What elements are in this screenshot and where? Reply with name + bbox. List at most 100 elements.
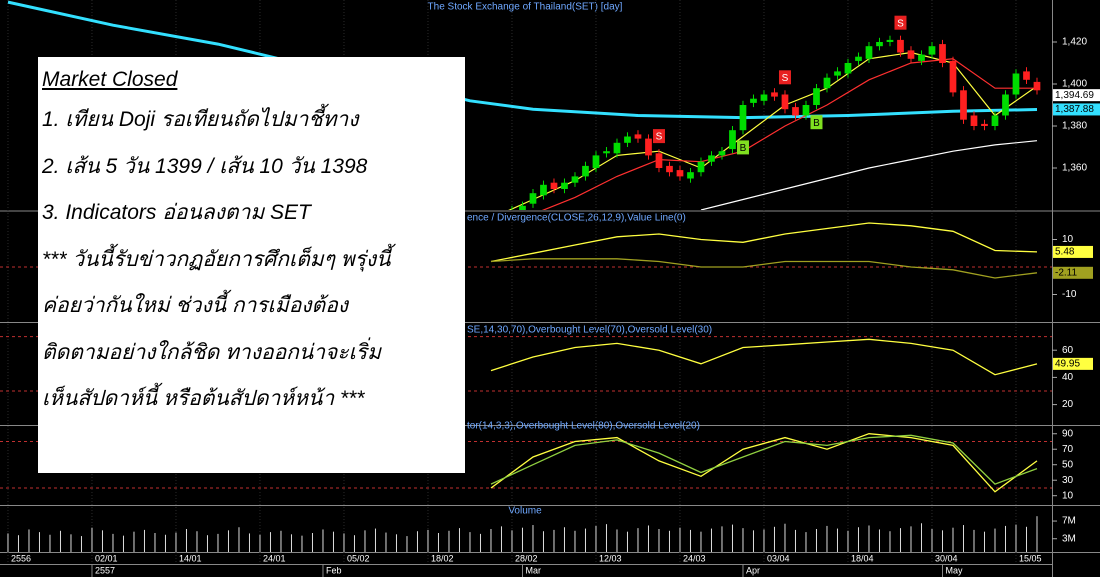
value-badge-label: 5.48 <box>1055 247 1075 258</box>
signal-marker <box>810 115 823 130</box>
panel-title: SE,14,30,70),Overbought Level(70),Overso… <box>467 325 712 336</box>
month-label: May <box>945 565 963 575</box>
candle-body <box>739 105 747 131</box>
candle-body <box>865 46 873 59</box>
panel-title: tor(14,3,3),Overbought Level(80),Oversol… <box>467 421 700 432</box>
signal-label: B <box>813 118 820 129</box>
candle-body <box>750 98 757 103</box>
candle-body <box>718 151 726 156</box>
candle-body <box>582 165 589 177</box>
x-tick-label: 15/05 <box>1019 553 1042 563</box>
panel-title: ence / Divergence(CLOSE,26,12,9),Value L… <box>467 213 686 224</box>
note-box: Market Closed 1. เทียน Doji รอเทียนถัดไป… <box>38 57 465 473</box>
y-tick-label: 20 <box>1062 399 1074 410</box>
indicator-line <box>541 58 1037 210</box>
candle-body <box>813 88 820 105</box>
y-tick-label: 50 <box>1062 459 1074 470</box>
candle-body <box>897 39 904 53</box>
candle-body <box>760 94 768 101</box>
y-tick-label: 10 <box>1062 234 1074 245</box>
y-tick-label: 1,400 <box>1062 79 1087 90</box>
candle-body <box>634 134 642 139</box>
month-label: 2557 <box>95 565 115 575</box>
value-badge-label: -2.11 <box>1055 267 1077 278</box>
x-tick-label: 05/02 <box>347 553 370 563</box>
candle-body <box>676 170 684 177</box>
indicator-line <box>490 434 1038 485</box>
candle-body <box>1023 71 1030 80</box>
candle-body <box>771 92 778 97</box>
y-tick-label: 30 <box>1062 475 1074 486</box>
month-label: Feb <box>326 565 342 575</box>
price-badge-label: 1,387.88 <box>1055 104 1094 115</box>
signal-marker <box>894 15 907 30</box>
price-badge <box>1053 103 1100 116</box>
y-tick-label: 1,380 <box>1062 121 1087 132</box>
value-badge-label: 49.95 <box>1055 359 1080 370</box>
candle-body <box>781 94 789 110</box>
candle-body <box>918 54 925 61</box>
note-line: เห็นสัปดาห์นี้ หรือต้นสัปดาห์หน้า *** <box>42 387 365 410</box>
indicator-line <box>700 140 1038 210</box>
candle-body <box>960 90 967 120</box>
candle-body <box>645 138 652 156</box>
signal-marker <box>736 140 749 155</box>
y-tick-label: 60 <box>1062 345 1074 356</box>
x-tick-label: 18/02 <box>431 553 454 563</box>
panel <box>490 433 1038 493</box>
candle-body <box>928 46 936 55</box>
month-label: Apr <box>746 565 760 575</box>
y-tick-label: 3M <box>1062 533 1076 544</box>
note-line: *** วันนี้รับข่าวกฏอัยการศึกเต็มๆ พรุ่งน… <box>42 247 391 271</box>
price-badge <box>1053 89 1100 102</box>
candle-body <box>561 182 568 189</box>
panel <box>7 516 1038 552</box>
candle-body <box>876 42 883 47</box>
x-tick-label: 30/04 <box>935 553 958 563</box>
candle-body <box>792 107 799 116</box>
candle-body <box>834 71 841 76</box>
indicator-line <box>508 51 1038 210</box>
signal-label: S <box>656 132 663 143</box>
candle-body <box>467 225 474 229</box>
candle-body <box>981 123 988 126</box>
x-tick-label: 18/04 <box>851 553 874 563</box>
signal-label: B <box>740 143 747 154</box>
y-tick-label: 7M <box>1062 516 1076 527</box>
x-tick-label: 02/01 <box>95 553 118 563</box>
candle-body <box>939 44 946 63</box>
candle-body <box>802 105 810 116</box>
month-label: Mar <box>525 565 541 575</box>
signal-label: S <box>782 73 789 84</box>
y-tick-label: 90 <box>1062 428 1074 439</box>
y-tick-label: 1,360 <box>1062 163 1087 174</box>
note-heading: Market Closed <box>42 68 178 91</box>
candle-body <box>529 193 537 204</box>
y-tick-label: 10 <box>1062 490 1074 501</box>
note-line: 3. Indicators อ่อนลงตาม SET <box>42 201 311 224</box>
candle-body <box>613 142 621 154</box>
candle-body <box>729 130 736 150</box>
x-tick-label: 24/01 <box>263 553 286 563</box>
candle-body <box>519 205 526 210</box>
candle-body <box>844 63 852 74</box>
candle-body <box>624 136 631 143</box>
candle-body <box>970 115 978 126</box>
chart-title: The Stock Exchange of Thailand(SET) [day… <box>428 2 623 13</box>
y-tick-label: 40 <box>1062 372 1074 383</box>
price-badge-label: 1,394.69 <box>1055 90 1094 101</box>
y-tick-label: 70 <box>1062 444 1074 455</box>
candle-body <box>655 153 663 168</box>
candle-body <box>708 155 715 162</box>
value-badge <box>1053 266 1093 279</box>
candle-body <box>603 151 610 154</box>
x-tick-label: 03/04 <box>767 553 790 563</box>
x-tick-label: 24/03 <box>683 553 706 563</box>
candle-body <box>855 56 862 61</box>
indicator-line <box>490 258 1038 279</box>
value-badge <box>1053 245 1093 258</box>
signal-marker <box>652 129 665 144</box>
candle-body <box>550 182 558 189</box>
indicator-line <box>7 0 1038 120</box>
x-tick-label: 28/02 <box>515 553 538 563</box>
